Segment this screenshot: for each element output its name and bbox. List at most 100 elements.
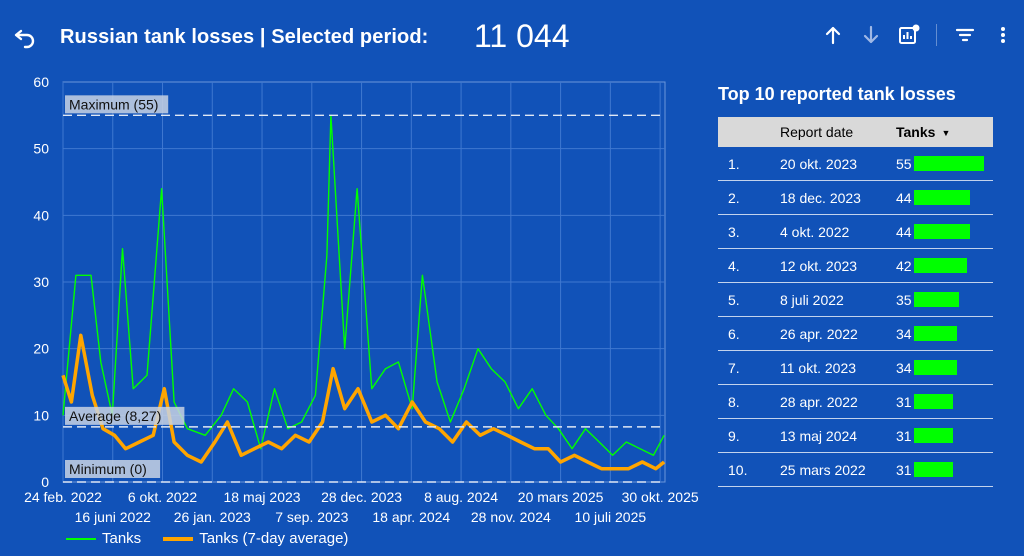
row-value: 42 — [896, 257, 912, 274]
y-tick-label: 40 — [33, 207, 49, 223]
row-index: 4. — [718, 248, 780, 283]
row-date: 20 okt. 2023 — [780, 147, 896, 181]
row-tanks: 31 — [896, 384, 993, 419]
ref-label-bg — [65, 95, 169, 114]
row-value: 31 — [896, 427, 912, 444]
x-tick-label: 30 okt. 2025 — [622, 489, 699, 505]
row-tanks: 35 — [896, 282, 993, 317]
ref-label-text: Maximum (55) — [69, 96, 158, 112]
ref-label-text: Minimum (0) — [69, 461, 147, 477]
row-bar — [914, 360, 957, 375]
row-value: 34 — [896, 325, 912, 342]
row-value: 44 — [896, 223, 912, 240]
x-tick-label: 6 okt. 2022 — [128, 489, 197, 505]
ref-line-average-label: Average (8,27) — [65, 406, 185, 425]
legend-item-avg[interactable]: Tanks (7-day average) — [163, 530, 348, 547]
legend-label-tanks: Tanks — [102, 530, 142, 547]
row-date: 28 apr. 2022 — [780, 384, 896, 419]
row-bar — [914, 428, 953, 443]
row-tanks: 44 — [896, 180, 993, 215]
row-bar — [914, 156, 984, 171]
table-row[interactable]: 9. 13 maj 2024 31 — [718, 418, 993, 453]
x-tick-label: 18 maj 2023 — [224, 489, 301, 505]
ref-label-bg — [65, 460, 161, 478]
series-line-tanks — [62, 114, 665, 456]
more-vert-icon[interactable] — [990, 22, 1016, 48]
row-bar — [914, 292, 959, 307]
row-index: 10. — [718, 452, 780, 487]
row-tanks: 55 — [896, 147, 993, 181]
table-row[interactable]: 6. 26 apr. 2022 34 — [718, 316, 993, 351]
header: Russian tank losses | Selected period: 1… — [0, 0, 1024, 76]
x-tick-label: 20 mars 2025 — [518, 489, 604, 505]
table-row[interactable]: 1. 20 okt. 2023 55 — [718, 147, 993, 181]
x-tick-label: 24 feb. 2022 — [24, 489, 102, 505]
row-bar — [914, 462, 953, 477]
y-tick-label: 0 — [41, 474, 49, 490]
table-title: Top 10 reported tank losses — [718, 84, 956, 104]
table-row[interactable]: 7. 11 okt. 2023 34 — [718, 350, 993, 385]
row-bar — [914, 326, 957, 341]
x-tick-label: 18 apr. 2024 — [372, 509, 450, 525]
col-report-date[interactable]: Report date — [780, 117, 896, 147]
row-tanks: 31 — [896, 418, 993, 453]
x-tick-label: 26 jan. 2023 — [174, 509, 251, 525]
row-value: 35 — [896, 291, 912, 308]
ref-label-bg — [65, 406, 185, 425]
row-index: 1. — [718, 147, 780, 181]
chart-legend: Tanks Tanks (7-day average) — [66, 530, 370, 547]
table-row[interactable]: 10. 25 mars 2022 31 — [718, 452, 993, 487]
table-body: 1. 20 okt. 2023 55 2. 18 dec. 2023 44 3. 4 okt.… — [718, 147, 993, 487]
arrow-down-icon[interactable] — [858, 22, 884, 48]
row-tanks: 44 — [896, 214, 993, 249]
y-tick-label: 50 — [33, 141, 49, 157]
row-index: 9. — [718, 418, 780, 453]
table-row[interactable]: 3. 4 okt. 2022 44 — [718, 214, 993, 249]
x-tick-label: 10 juli 2025 — [575, 509, 647, 525]
col-tanks[interactable]: Tanks ▼ — [896, 117, 993, 147]
filter-icon[interactable] — [952, 22, 978, 48]
row-date: 4 okt. 2022 — [780, 214, 896, 249]
row-index: 2. — [718, 180, 780, 215]
x-tick-label: 16 juni 2022 — [75, 509, 152, 525]
table-row[interactable]: 4. 12 okt. 2023 42 — [718, 248, 993, 283]
col-tanks-label: Tanks — [896, 124, 936, 140]
tank-losses-chart: 0 10 20 30 40 50 60 24 feb. 2022 6 okt. 2022 18 m… — [0, 70, 712, 556]
total-value: 11 044 — [474, 18, 570, 54]
chart-settings-icon[interactable] — [896, 22, 922, 48]
undo-icon[interactable] — [12, 24, 38, 50]
row-bar — [914, 224, 970, 239]
row-index: 7. — [718, 350, 780, 385]
row-date: 13 maj 2024 — [780, 418, 896, 453]
x-tick-label: 7 sep. 2023 — [275, 509, 348, 525]
ref-line-minimum-label: Minimum (0) — [65, 460, 161, 478]
y-tick-label: 30 — [33, 274, 49, 290]
row-bar — [914, 394, 953, 409]
y-tick-label: 20 — [33, 341, 49, 357]
row-index: 3. — [718, 214, 780, 249]
top10-panel: Top 10 reported tank losses Report date … — [718, 84, 994, 487]
row-date: 26 apr. 2022 — [780, 316, 896, 351]
line-chart-svg: 0 10 20 30 40 50 60 24 feb. 2022 6 okt. 2022 18 m… — [24, 74, 699, 525]
table-row[interactable]: 5. 8 juli 2022 35 — [718, 282, 993, 317]
legend-item-tanks[interactable]: Tanks — [66, 530, 141, 547]
arrow-up-icon[interactable] — [820, 22, 846, 48]
legend-swatch-tanks — [66, 537, 96, 540]
row-tanks: 34 — [896, 350, 993, 385]
row-index: 6. — [718, 316, 780, 351]
series-line-avg — [61, 333, 666, 471]
x-tick-label: 28 dec. 2023 — [321, 489, 402, 505]
row-value: 44 — [896, 189, 912, 206]
row-date: 11 okt. 2023 — [780, 350, 896, 385]
row-value: 34 — [896, 359, 912, 376]
ref-line-maximum-label: Maximum (55) — [65, 95, 169, 114]
row-date: 18 dec. 2023 — [780, 180, 896, 215]
table-row[interactable]: 2. 18 dec. 2023 44 — [718, 180, 993, 215]
y-tick-label: 10 — [33, 407, 49, 423]
table-row[interactable]: 8. 28 apr. 2022 31 — [718, 384, 993, 419]
row-index: 5. — [718, 282, 780, 317]
row-value: 31 — [896, 393, 912, 410]
row-value: 31 — [896, 461, 912, 478]
col-date-label: Report date — [780, 124, 854, 140]
page-title: Russian tank losses | Selected period: — [60, 26, 429, 48]
